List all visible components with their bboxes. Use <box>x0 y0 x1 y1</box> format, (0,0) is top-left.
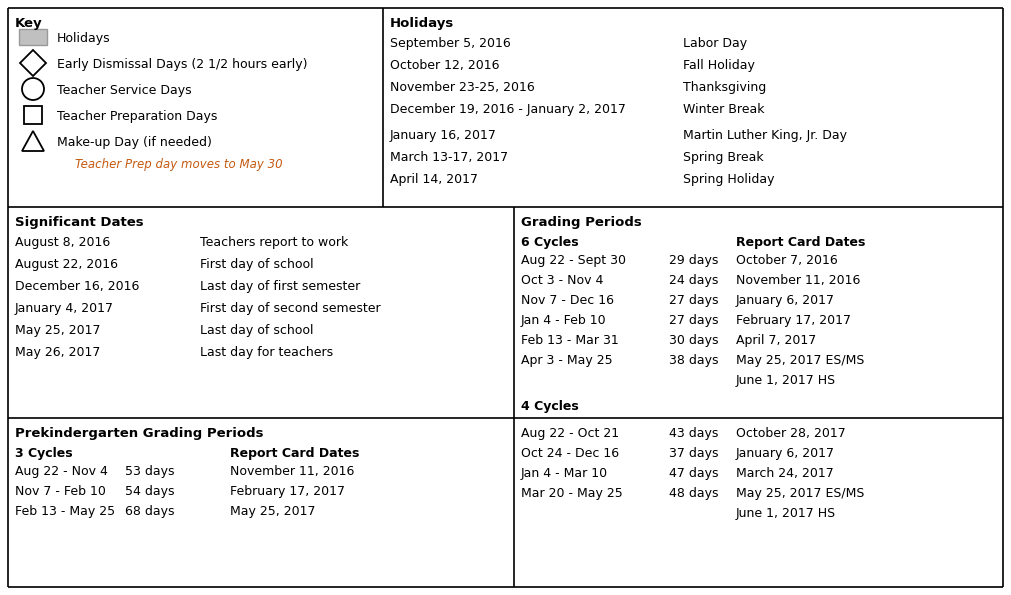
Text: Fall Holiday: Fall Holiday <box>683 59 755 72</box>
Text: 68 days: 68 days <box>125 505 175 518</box>
Text: 4 Cycles: 4 Cycles <box>521 400 578 413</box>
Text: Holidays: Holidays <box>57 32 110 45</box>
Text: Winter Break: Winter Break <box>683 103 764 116</box>
Text: 27 days: 27 days <box>669 294 719 307</box>
Text: Teachers report to work: Teachers report to work <box>200 236 348 249</box>
Text: Mar 20 - May 25: Mar 20 - May 25 <box>521 487 623 500</box>
Text: 47 days: 47 days <box>669 467 719 480</box>
Text: April 7, 2017: April 7, 2017 <box>736 334 816 347</box>
Text: Feb 13 - Mar 31: Feb 13 - Mar 31 <box>521 334 619 347</box>
Text: First day of second semester: First day of second semester <box>200 302 380 315</box>
FancyBboxPatch shape <box>19 29 47 45</box>
Text: 30 days: 30 days <box>669 334 719 347</box>
Text: January 6, 2017: January 6, 2017 <box>736 447 835 460</box>
Text: December 19, 2016 - January 2, 2017: December 19, 2016 - January 2, 2017 <box>390 103 626 116</box>
Text: December 16, 2016: December 16, 2016 <box>15 280 140 293</box>
Text: Report Card Dates: Report Card Dates <box>736 236 865 249</box>
Text: Thanksgiving: Thanksgiving <box>683 81 766 94</box>
Text: 53 days: 53 days <box>125 465 175 478</box>
Text: September 5, 2016: September 5, 2016 <box>390 37 511 50</box>
Text: November 11, 2016: November 11, 2016 <box>736 274 860 287</box>
Text: May 25, 2017 ES/MS: May 25, 2017 ES/MS <box>736 487 864 500</box>
Text: Teacher Prep day moves to May 30: Teacher Prep day moves to May 30 <box>75 158 283 171</box>
Text: Holidays: Holidays <box>390 17 454 30</box>
Text: June 1, 2017 HS: June 1, 2017 HS <box>736 374 836 387</box>
Text: May 25, 2017: May 25, 2017 <box>229 505 315 518</box>
Text: 37 days: 37 days <box>669 447 719 460</box>
Text: April 14, 2017: April 14, 2017 <box>390 173 478 186</box>
Text: May 26, 2017: May 26, 2017 <box>15 346 100 359</box>
Text: 3 Cycles: 3 Cycles <box>15 447 73 460</box>
Text: March 24, 2017: March 24, 2017 <box>736 467 834 480</box>
Text: Spring Holiday: Spring Holiday <box>683 173 774 186</box>
Text: Oct 24 - Dec 16: Oct 24 - Dec 16 <box>521 447 619 460</box>
Text: Aug 22 - Nov 4: Aug 22 - Nov 4 <box>15 465 108 478</box>
Text: Nov 7 - Feb 10: Nov 7 - Feb 10 <box>15 485 106 498</box>
Text: Teacher Preparation Days: Teacher Preparation Days <box>57 110 217 123</box>
Text: 54 days: 54 days <box>125 485 175 498</box>
Text: Last day of school: Last day of school <box>200 324 313 337</box>
Text: Apr 3 - May 25: Apr 3 - May 25 <box>521 354 613 367</box>
Text: October 12, 2016: October 12, 2016 <box>390 59 499 72</box>
Text: Early Dismissal Days (2 1/2 hours early): Early Dismissal Days (2 1/2 hours early) <box>57 58 307 71</box>
Text: Make-up Day (if needed): Make-up Day (if needed) <box>57 136 212 149</box>
Text: May 25, 2017 ES/MS: May 25, 2017 ES/MS <box>736 354 864 367</box>
Text: March 13-17, 2017: March 13-17, 2017 <box>390 151 509 164</box>
Text: 43 days: 43 days <box>669 427 719 440</box>
Text: January 6, 2017: January 6, 2017 <box>736 294 835 307</box>
Text: November 23-25, 2016: November 23-25, 2016 <box>390 81 535 94</box>
Text: First day of school: First day of school <box>200 258 313 271</box>
Text: Oct 3 - Nov 4: Oct 3 - Nov 4 <box>521 274 604 287</box>
Text: 48 days: 48 days <box>669 487 719 500</box>
Text: 24 days: 24 days <box>669 274 719 287</box>
Text: Aug 22 - Oct 21: Aug 22 - Oct 21 <box>521 427 619 440</box>
Text: October 7, 2016: October 7, 2016 <box>736 254 838 267</box>
Text: June 1, 2017 HS: June 1, 2017 HS <box>736 507 836 520</box>
Text: 27 days: 27 days <box>669 314 719 327</box>
Text: August 22, 2016: August 22, 2016 <box>15 258 118 271</box>
Text: Martin Luther King, Jr. Day: Martin Luther King, Jr. Day <box>683 129 847 142</box>
Text: Aug 22 - Sept 30: Aug 22 - Sept 30 <box>521 254 626 267</box>
Text: 38 days: 38 days <box>669 354 719 367</box>
Text: May 25, 2017: May 25, 2017 <box>15 324 100 337</box>
Text: October 28, 2017: October 28, 2017 <box>736 427 846 440</box>
Text: Key: Key <box>15 17 42 30</box>
Text: Significant Dates: Significant Dates <box>15 216 144 229</box>
Text: February 17, 2017: February 17, 2017 <box>736 314 851 327</box>
Text: Feb 13 - May 25: Feb 13 - May 25 <box>15 505 115 518</box>
Text: Grading Periods: Grading Periods <box>521 216 642 229</box>
Text: 29 days: 29 days <box>669 254 719 267</box>
Text: Last day of first semester: Last day of first semester <box>200 280 360 293</box>
Text: Prekindergarten Grading Periods: Prekindergarten Grading Periods <box>15 427 264 440</box>
Text: Labor Day: Labor Day <box>683 37 747 50</box>
Text: Last day for teachers: Last day for teachers <box>200 346 334 359</box>
Text: Jan 4 - Feb 10: Jan 4 - Feb 10 <box>521 314 607 327</box>
Text: Jan 4 - Mar 10: Jan 4 - Mar 10 <box>521 467 609 480</box>
Text: Spring Break: Spring Break <box>683 151 763 164</box>
FancyBboxPatch shape <box>24 106 42 124</box>
Text: Teacher Service Days: Teacher Service Days <box>57 84 192 97</box>
Text: January 4, 2017: January 4, 2017 <box>15 302 114 315</box>
Text: February 17, 2017: February 17, 2017 <box>229 485 345 498</box>
Text: November 11, 2016: November 11, 2016 <box>229 465 355 478</box>
Text: Report Card Dates: Report Card Dates <box>229 447 359 460</box>
Text: 6 Cycles: 6 Cycles <box>521 236 578 249</box>
Text: August 8, 2016: August 8, 2016 <box>15 236 110 249</box>
Text: January 16, 2017: January 16, 2017 <box>390 129 496 142</box>
Text: Nov 7 - Dec 16: Nov 7 - Dec 16 <box>521 294 614 307</box>
